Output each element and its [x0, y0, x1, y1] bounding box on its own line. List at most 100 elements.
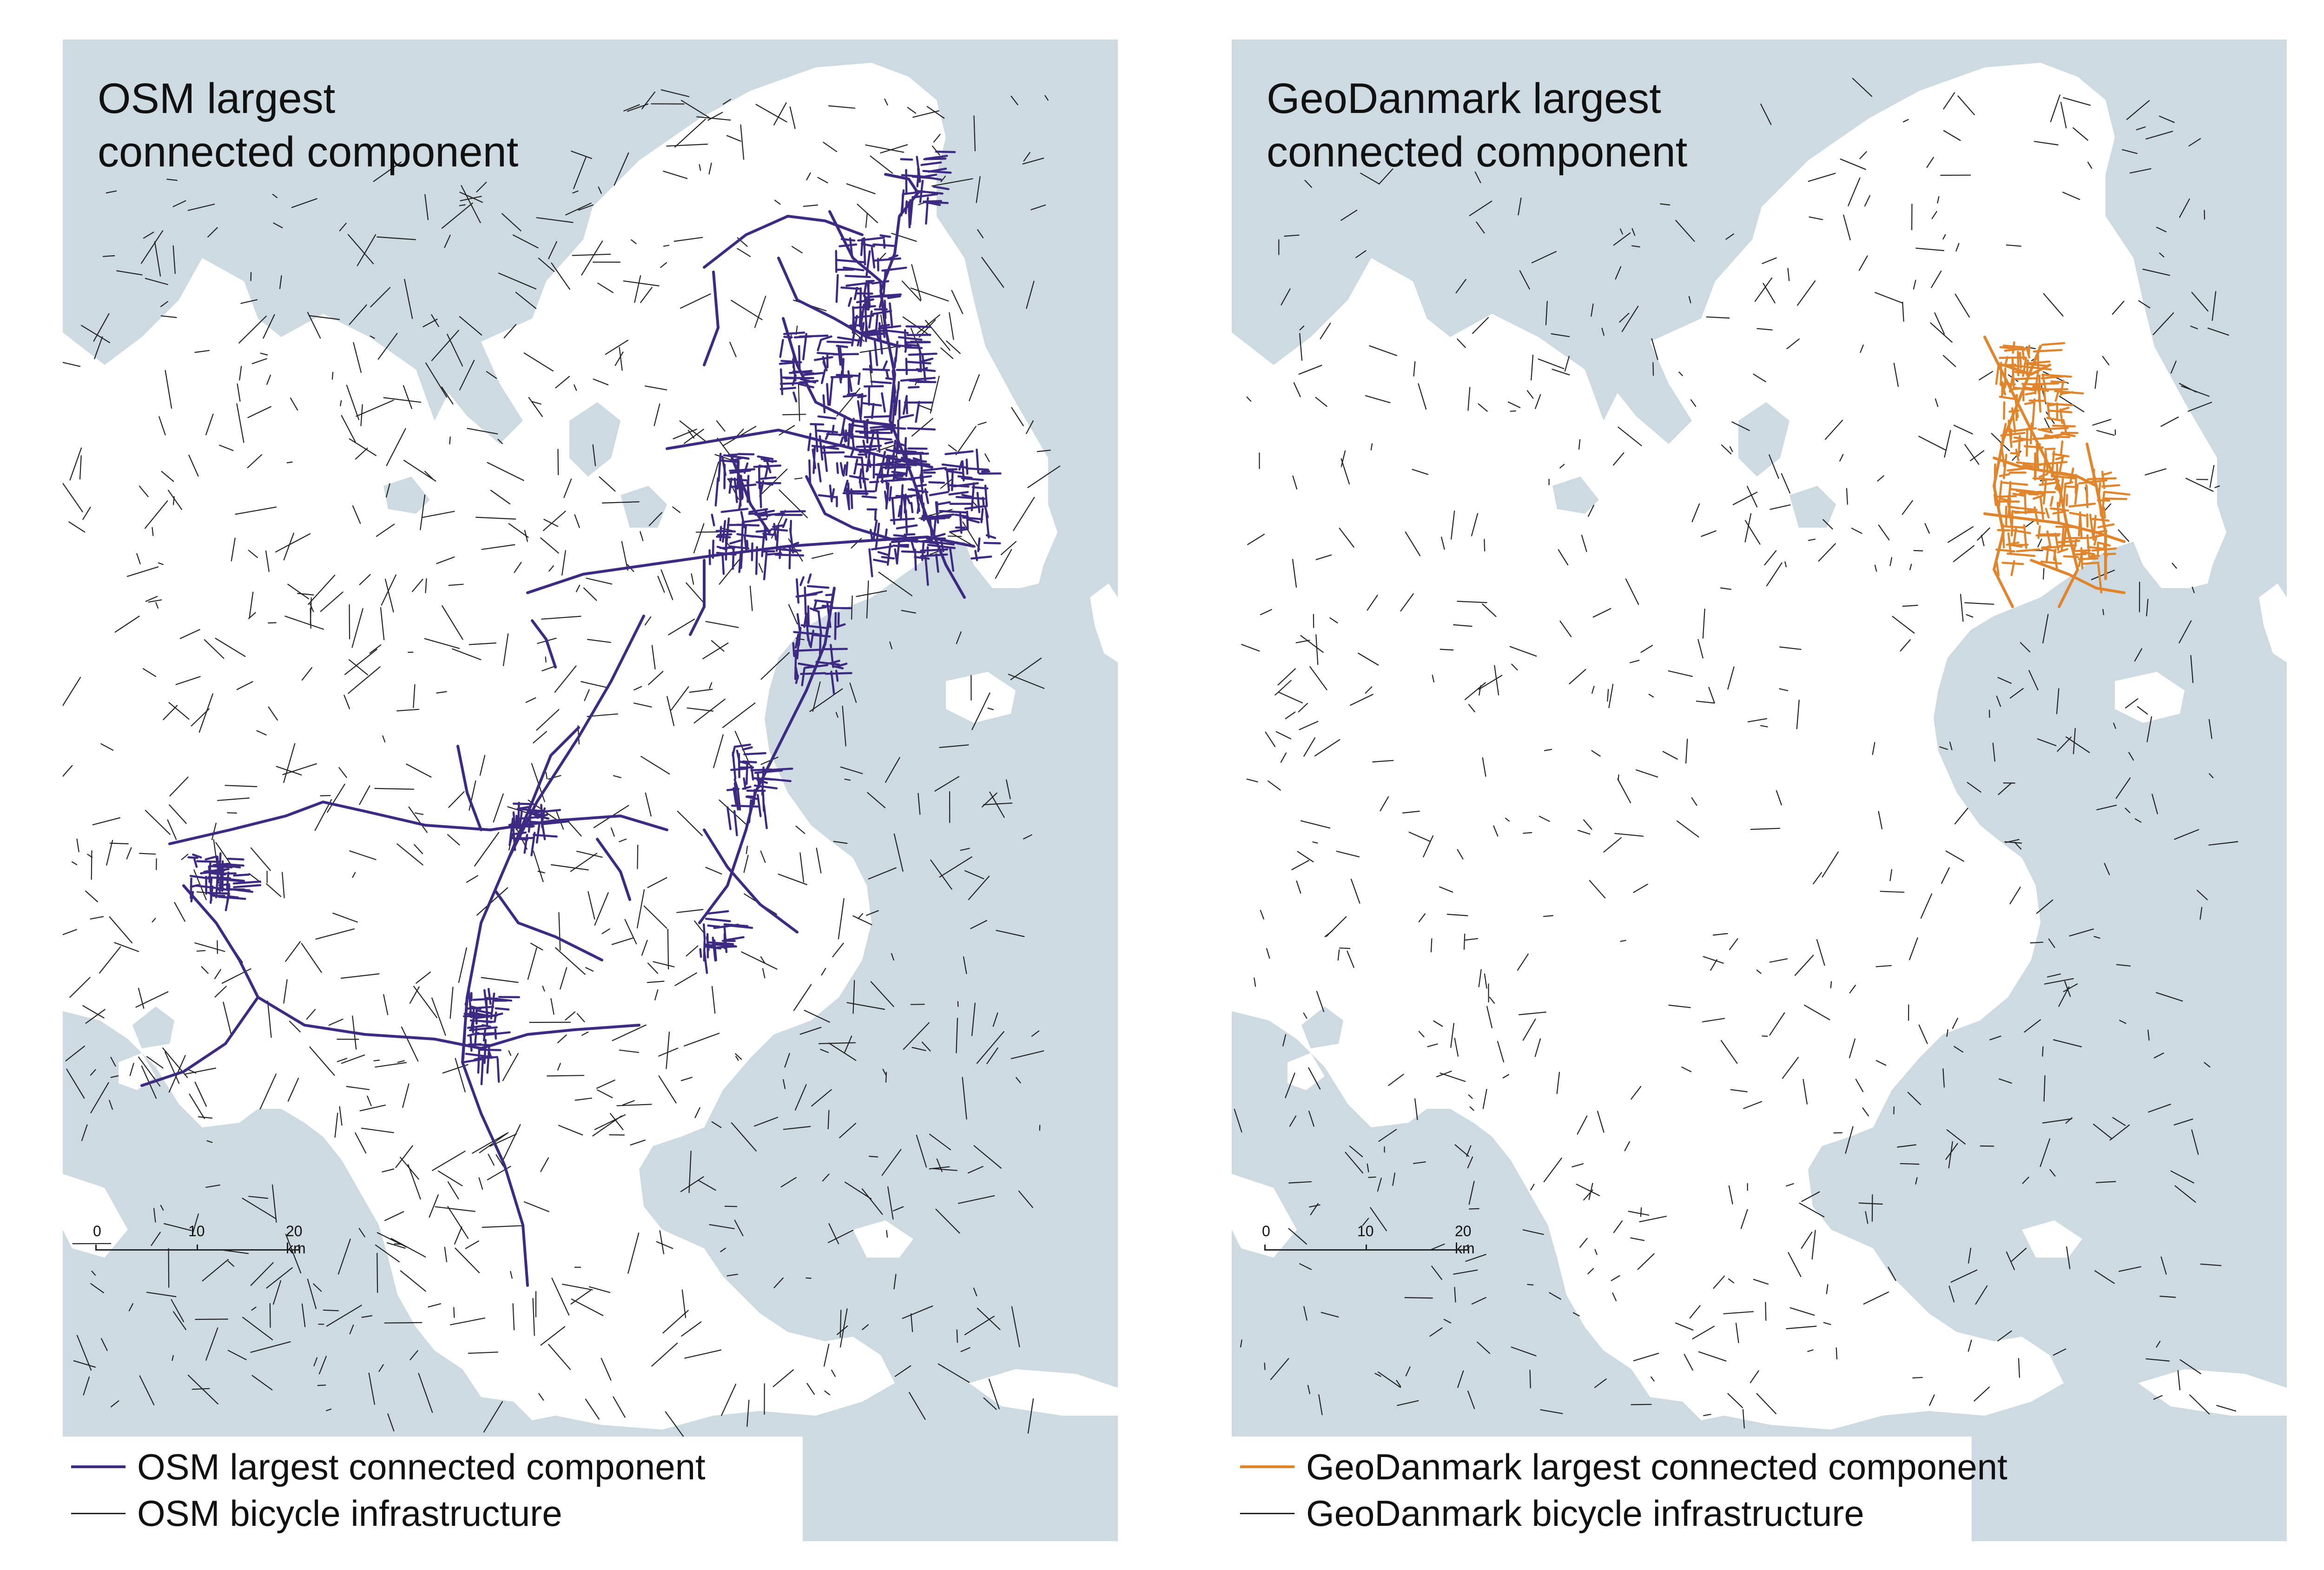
infrastructure-segment [2014, 841, 2022, 850]
infrastructure-segment [425, 578, 427, 593]
infrastructure-segment [722, 702, 756, 728]
component-route [828, 210, 882, 283]
infrastructure-segment [940, 347, 954, 359]
infrastructure-segment [1502, 1074, 1510, 1079]
infrastructure-segment [447, 1206, 469, 1239]
infrastructure-segment [2160, 416, 2179, 427]
component-segment [825, 672, 852, 675]
infrastructure-segment [779, 425, 795, 436]
infrastructure-segment [844, 1035, 852, 1053]
infrastructure-segment [1948, 1285, 1955, 1303]
infrastructure-segment [1431, 1243, 1445, 1250]
infrastructure-segment [2200, 1263, 2222, 1266]
infrastructure-segment [1818, 543, 1836, 562]
component-segment [2048, 409, 2073, 414]
infrastructure-segment [1849, 1038, 1856, 1059]
infrastructure-segment [583, 587, 597, 601]
infrastructure-segment [964, 870, 984, 880]
component-segment [2001, 383, 2007, 396]
component-segment [823, 445, 828, 472]
infrastructure-segment [774, 199, 781, 205]
component-segment [2104, 490, 2131, 496]
infrastructure-segment [670, 686, 689, 711]
infrastructure-segment [2115, 777, 2131, 799]
component-segment [804, 664, 829, 669]
infrastructure-segment [408, 806, 428, 833]
infrastructure-segment [525, 697, 536, 703]
component-segment [984, 484, 988, 507]
component-segment [2025, 391, 2036, 396]
infrastructure-segment [1859, 151, 1867, 159]
infrastructure-segment [1545, 301, 1548, 325]
infrastructure-segment [1412, 469, 1429, 475]
infrastructure-segment [160, 315, 177, 318]
component-segment [517, 802, 520, 829]
infrastructure-segment [1637, 1253, 1655, 1270]
infrastructure-segment [381, 574, 396, 606]
component-segment [218, 895, 246, 900]
infrastructure-segment [93, 313, 110, 342]
infrastructure-segment [1285, 711, 1296, 719]
infrastructure-segment [1839, 454, 1844, 462]
infrastructure-segment [1519, 1011, 1547, 1015]
infrastructure-segment [1753, 1279, 1769, 1285]
infrastructure-segment [390, 1238, 426, 1258]
infrastructure-segment [1967, 782, 1981, 793]
component-segment [944, 468, 958, 471]
infrastructure-segment [351, 608, 363, 648]
infrastructure-segment [1786, 338, 1800, 350]
component-segment [817, 415, 837, 420]
component-segment [873, 340, 878, 366]
infrastructure-segment [1370, 1207, 1387, 1232]
infrastructure-segment [237, 383, 241, 402]
infrastructure-segment [968, 875, 990, 901]
infrastructure-segment [407, 1164, 421, 1200]
component-segment [2016, 548, 2040, 552]
infrastructure-segment [2125, 698, 2139, 709]
infrastructure-segment [772, 1369, 794, 1387]
infrastructure-segment [143, 668, 157, 677]
component-segment [2103, 545, 2108, 557]
component-segment [2033, 349, 2063, 353]
infrastructure-segment [983, 802, 1013, 806]
infrastructure-segment [2095, 1181, 2116, 1183]
infrastructure-segment [397, 1060, 405, 1063]
component-segment [984, 505, 989, 518]
infrastructure-segment [1875, 292, 1903, 304]
infrastructure-segment [91, 1271, 96, 1276]
infrastructure-segment [1471, 513, 1479, 537]
infrastructure-segment [359, 785, 370, 805]
component-segment [740, 520, 744, 550]
scale-label-0: 0 [93, 1223, 101, 1239]
infrastructure-segment [1702, 1018, 1725, 1022]
infrastructure-segment [291, 198, 317, 208]
infrastructure-segment [833, 841, 848, 844]
infrastructure-segment [1769, 958, 1788, 963]
infrastructure-segment [2004, 841, 2022, 844]
component-segment [868, 385, 871, 406]
infrastructure-segment [1241, 643, 1260, 652]
infrastructure-segment [413, 986, 438, 1019]
component-segment [743, 534, 766, 539]
infrastructure-segment [956, 631, 962, 644]
component-segment [878, 293, 884, 309]
infrastructure-segment [574, 514, 580, 529]
infrastructure-segment [592, 444, 596, 466]
infrastructure-segment [424, 638, 460, 649]
island-polygon [2138, 1369, 2287, 1416]
component-segment [2088, 555, 2099, 560]
infrastructure-segment [1369, 345, 1397, 356]
component-segment [900, 484, 904, 513]
component-segment [2086, 477, 2117, 480]
infrastructure-segment [1329, 617, 1338, 623]
component-segment [928, 481, 945, 484]
infrastructure-segment [619, 1049, 640, 1053]
component-segment [792, 358, 797, 382]
component-segment [463, 1013, 483, 1016]
infrastructure-segment [542, 986, 545, 992]
component-segment [740, 475, 743, 500]
infrastructure-segment [746, 846, 748, 855]
component-segment [794, 649, 820, 652]
component-segment [748, 799, 753, 823]
component-segment [732, 745, 736, 756]
